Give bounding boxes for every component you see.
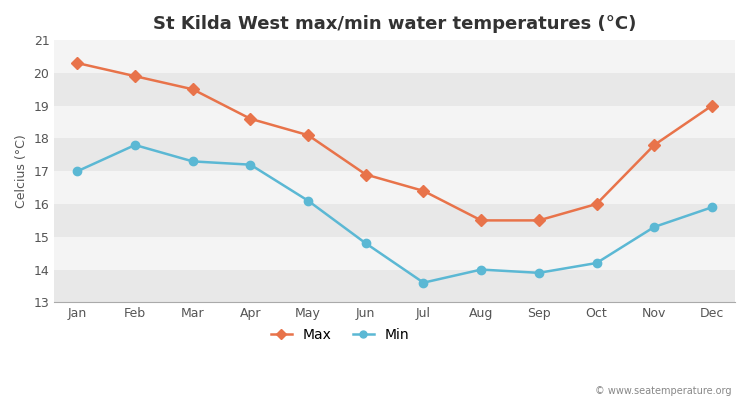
Min	[188, 159, 197, 164]
Min	[650, 224, 658, 229]
Max	[534, 218, 543, 223]
Bar	[54, 171, 735, 204]
Line: Max: Max	[74, 59, 716, 224]
Bar	[54, 204, 735, 237]
Min	[534, 270, 543, 275]
Min	[707, 205, 716, 210]
Legend: Max, Min: Max, Min	[266, 323, 415, 348]
Title: St Kilda West max/min water temperatures (°C): St Kilda West max/min water temperatures…	[153, 15, 636, 33]
Max	[707, 103, 716, 108]
Y-axis label: Celcius (°C): Celcius (°C)	[15, 134, 28, 208]
Bar	[54, 73, 735, 106]
Min	[592, 261, 601, 266]
Bar	[54, 237, 735, 270]
Max	[246, 116, 255, 121]
Bar	[54, 106, 735, 138]
Line: Min: Min	[74, 141, 716, 287]
Bar	[54, 40, 735, 73]
Max	[73, 61, 82, 66]
Max	[477, 218, 486, 223]
Min	[73, 169, 82, 174]
Max	[592, 202, 601, 206]
Max	[419, 188, 428, 193]
Bar	[54, 138, 735, 171]
Min	[246, 162, 255, 167]
Min	[419, 280, 428, 285]
Min	[477, 267, 486, 272]
Min	[362, 241, 370, 246]
Max	[304, 133, 313, 138]
Min	[130, 143, 140, 148]
Max	[362, 172, 370, 177]
Max	[650, 143, 658, 148]
Max	[130, 74, 140, 78]
Text: © www.seatemperature.org: © www.seatemperature.org	[595, 386, 731, 396]
Bar	[54, 270, 735, 302]
Max	[188, 87, 197, 92]
Min	[304, 198, 313, 203]
